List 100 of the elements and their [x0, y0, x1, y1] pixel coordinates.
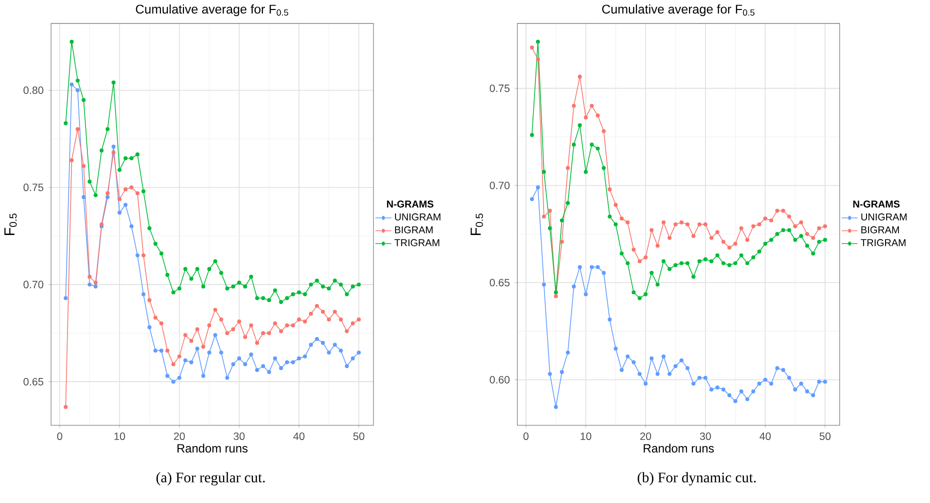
point: [225, 376, 230, 380]
point: [584, 292, 588, 296]
point: [823, 238, 828, 242]
point: [273, 322, 278, 326]
point: [590, 265, 594, 270]
point: [279, 366, 284, 370]
point: [314, 304, 319, 308]
point: [267, 331, 272, 336]
point: [769, 238, 774, 242]
point: [751, 256, 756, 260]
point: [249, 324, 254, 328]
x-tick-label: 10: [580, 432, 592, 440]
point: [715, 230, 720, 234]
x-tick-label: 40: [293, 432, 304, 440]
point: [356, 318, 361, 322]
point: [249, 352, 254, 357]
point: [225, 286, 230, 291]
point: [709, 388, 714, 392]
point: [602, 166, 606, 170]
point: [171, 290, 176, 295]
point: [124, 156, 128, 160]
point: [302, 292, 307, 296]
point: [243, 284, 248, 289]
point: [817, 240, 822, 244]
point: [733, 242, 738, 246]
point: [308, 342, 313, 347]
text: (b) For dynamic cut.: [638, 472, 756, 486]
point: [82, 98, 86, 102]
point: [566, 350, 570, 355]
point: [326, 318, 331, 322]
point: [793, 238, 798, 242]
legend-label: TRIGRAM: [860, 239, 906, 246]
point: [165, 273, 170, 278]
point: [572, 284, 576, 289]
point: [273, 288, 278, 293]
point: [344, 364, 349, 368]
point: [703, 258, 708, 262]
legend-label: BIGRAM: [395, 226, 433, 234]
point: [285, 324, 290, 328]
point: [332, 310, 337, 314]
point: [76, 78, 80, 83]
point: [721, 240, 726, 244]
point: [183, 333, 188, 338]
point: [644, 292, 648, 296]
point: [691, 382, 696, 386]
point: [602, 271, 606, 276]
point: [638, 296, 642, 300]
chart-title: Cumulative average for F$_{0.5}$: [136, 4, 288, 16]
point: [584, 170, 588, 174]
point: [781, 368, 786, 372]
point: [124, 188, 128, 192]
point: [590, 104, 594, 108]
point: [213, 259, 218, 264]
point: [554, 294, 558, 298]
point: [255, 296, 260, 300]
point: [320, 284, 325, 289]
point: [739, 226, 744, 230]
point: [141, 292, 146, 296]
point: [733, 399, 738, 404]
point: [620, 216, 624, 221]
point: [680, 220, 684, 225]
point: [548, 372, 552, 376]
point: [302, 354, 307, 359]
point: [662, 354, 666, 359]
point: [632, 360, 636, 364]
point: [177, 376, 182, 380]
point: [94, 280, 98, 285]
point: [775, 366, 780, 370]
text: (a) For regular cut.: [156, 472, 265, 486]
y-tick-label: 0.70: [490, 182, 510, 190]
point: [165, 374, 170, 378]
point: [82, 195, 86, 200]
legend-label: UNIGRAM: [395, 214, 440, 221]
point: [757, 382, 762, 386]
point: [279, 300, 284, 304]
point: [817, 380, 822, 384]
point: [237, 280, 242, 285]
point: [64, 405, 68, 410]
point: [554, 290, 558, 295]
point: [70, 158, 74, 162]
point: [781, 208, 786, 213]
point: [106, 195, 110, 200]
point: [135, 191, 140, 196]
point: [118, 210, 122, 215]
point: [596, 146, 600, 151]
point: [219, 318, 224, 322]
point: [231, 327, 236, 332]
point: [751, 390, 756, 394]
point: [338, 348, 343, 353]
point: [88, 274, 92, 279]
point: [823, 224, 828, 228]
point: [297, 318, 301, 322]
point: [159, 348, 164, 353]
point: [787, 228, 792, 232]
point: [686, 366, 690, 370]
point: [542, 282, 546, 287]
point: [261, 296, 266, 300]
x-tick-label: 50: [353, 432, 364, 440]
point: [314, 337, 319, 342]
point: [775, 208, 780, 213]
